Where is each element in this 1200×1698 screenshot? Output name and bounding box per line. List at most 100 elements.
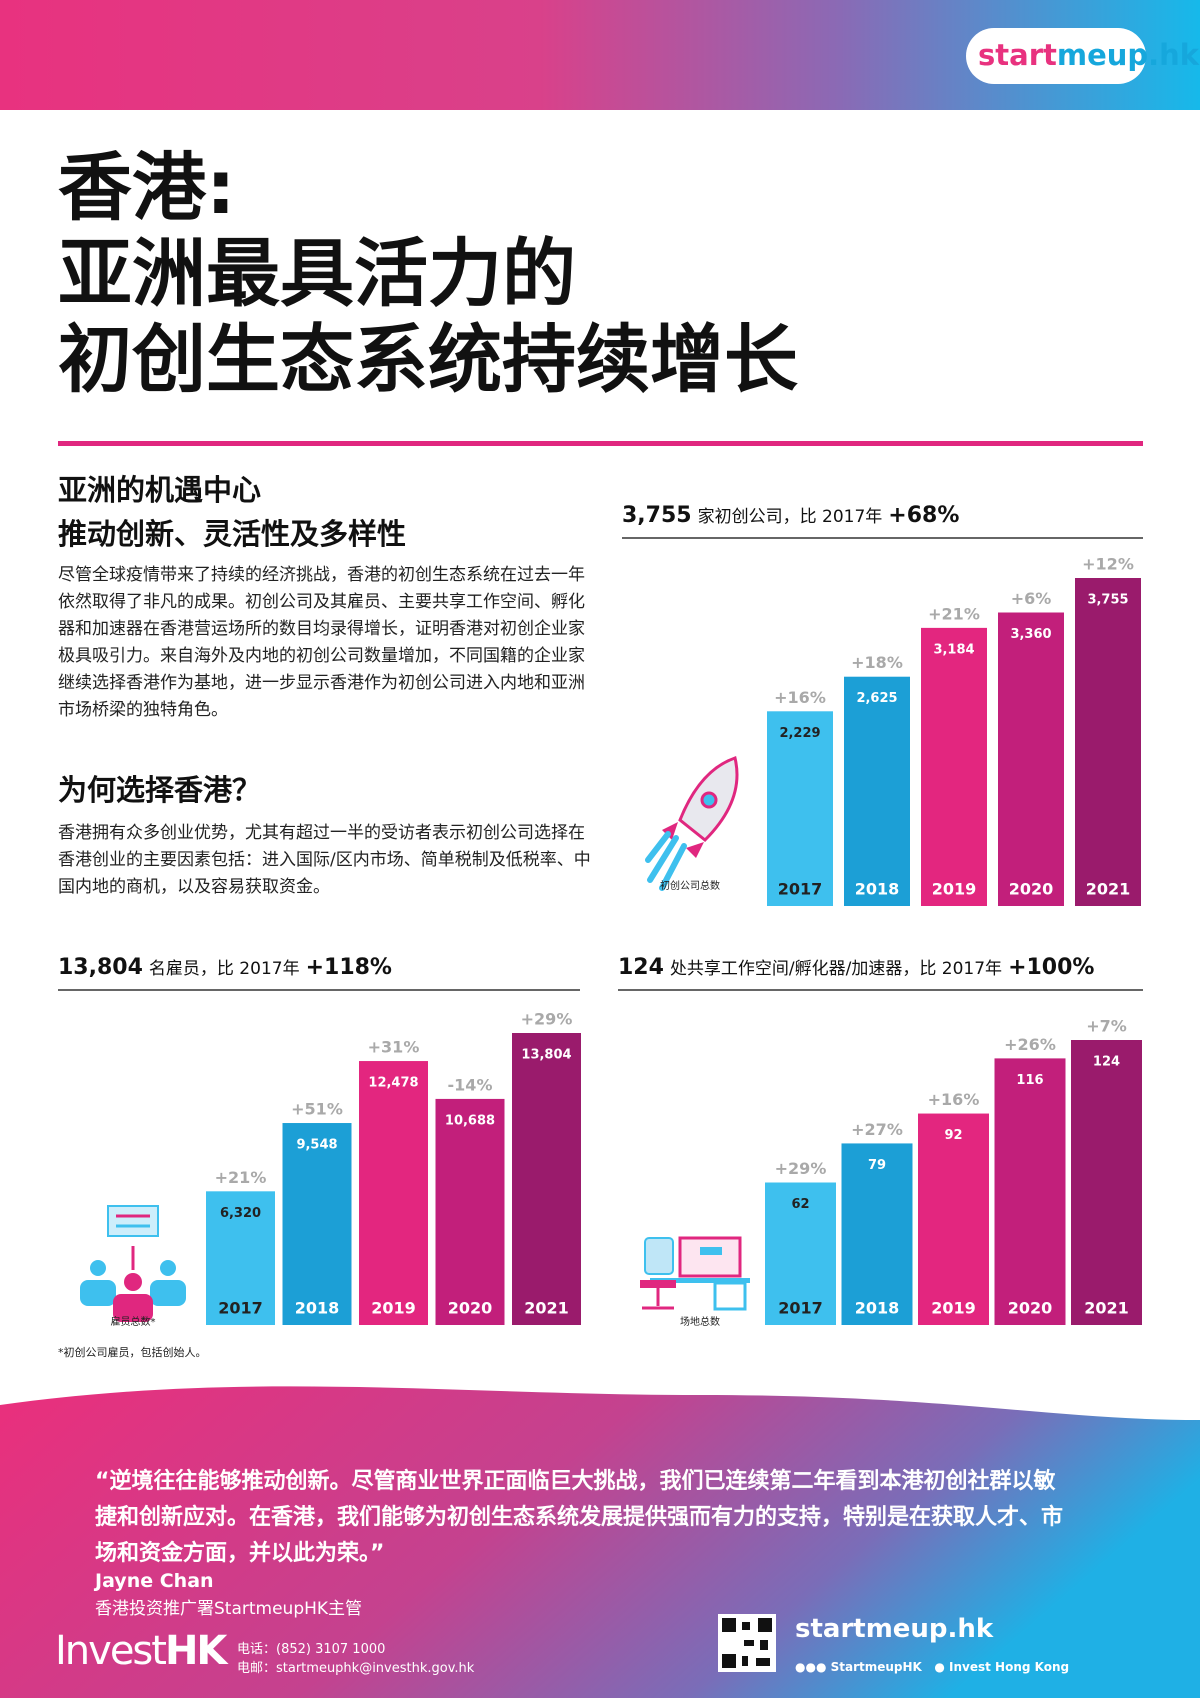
bar-value-label: 62 [791, 1197, 809, 1212]
bar [512, 1033, 581, 1325]
bar [918, 1113, 989, 1325]
bar [767, 711, 833, 906]
growth-label: +16% [774, 688, 826, 707]
headline-growth: +118% [305, 955, 392, 980]
social-text: Invest Hong Kong [949, 1660, 1070, 1674]
rocket-icon [645, 756, 739, 891]
bar-value-label: 3,360 [1010, 627, 1051, 642]
brand-text: HK [164, 1628, 228, 1674]
headline: 3,755 家初创公司，比 2017年 +68% [622, 502, 959, 528]
bar [994, 1058, 1066, 1325]
title-line: 初创生态系统持续增长 [58, 317, 798, 403]
heading-line: 推动创新、灵活性及多样性 [58, 517, 407, 551]
speaker-name: Jayne Chan [95, 1570, 214, 1592]
bar-value-label: 79 [868, 1158, 886, 1173]
growth-label: +7% [1086, 1017, 1127, 1036]
paragraph: 香港拥有众多创业优势，尤其有超过一半的受访者表示初创公司选择在香港创业的主要因素… [58, 823, 591, 897]
growth-label: +27% [851, 1120, 903, 1139]
bar-value-label: 2,625 [856, 691, 897, 706]
bar [1075, 578, 1141, 906]
title: 香港: 亚洲最具活力的 初创生态系统持续增长 [58, 145, 798, 403]
x-tick-label: 2021 [1086, 880, 1131, 899]
footnote: *初创公司雇员，包括创始人。 [58, 1346, 207, 1359]
bar-value-label: 13,804 [521, 1048, 571, 1063]
logo-text: meup.hk [1056, 38, 1200, 72]
bar-value-label: 9,548 [296, 1138, 337, 1153]
section-heading: 亚洲的机遇中心 推动创新、灵活性及多样性 [58, 468, 406, 556]
growth-label: +16% [928, 1090, 980, 1109]
growth-label: +51% [291, 1100, 343, 1119]
x-tick-label: 2018 [855, 1299, 900, 1318]
headline-text: 家初创公司，比 2017年 [697, 507, 883, 527]
quote: “逆境往往能够推动创新。尽管商业世界正面临巨大挑战，我们已连续第二年看到本港初创… [95, 1469, 1064, 1566]
bar [844, 676, 910, 906]
chart-label: 场地总数 [680, 1315, 720, 1328]
growth-label: +29% [775, 1159, 827, 1178]
headline: 13,804 名雇员，比 2017年 +118% [58, 954, 392, 980]
growth-label: +31% [368, 1038, 420, 1057]
desk-icon [640, 1236, 750, 1311]
people-icon [80, 1205, 186, 1322]
bar-value-label: 10,688 [445, 1113, 495, 1128]
x-tick-label: 2020 [448, 1299, 493, 1318]
growth-label: -14% [448, 1075, 493, 1094]
title-line: 香港: [58, 145, 236, 231]
x-tick-label: 2021 [1084, 1299, 1129, 1318]
growth-label: +6% [1011, 589, 1052, 608]
bar-value-label: 116 [1016, 1073, 1043, 1088]
headline-growth: +68% [888, 503, 960, 528]
bar [921, 627, 987, 906]
email: 电邮：startmeuphk@investhk.gov.hk [237, 1661, 475, 1676]
title-line: 亚洲最具活力的 [58, 231, 576, 317]
x-tick-label: 2019 [371, 1299, 416, 1318]
social: ●●● StartmeupHK ● Invest Hong Kong [795, 1660, 1070, 1674]
x-tick-label: 2019 [931, 1299, 976, 1318]
bar [282, 1123, 352, 1325]
bar [435, 1098, 505, 1325]
social-text: StartmeupHK [830, 1660, 922, 1674]
bar-value-label: 12,478 [368, 1076, 418, 1091]
x-tick-label: 2021 [524, 1299, 569, 1318]
headline-number: 124 [618, 955, 664, 980]
paragraph: 尽管全球疫情带来了持续的经济挑战，香港的初创生态系统在过去一年依然取得了非凡的成… [58, 565, 585, 720]
brand-text: Invest [55, 1628, 167, 1674]
x-tick-label: 2020 [1008, 1299, 1053, 1318]
growth-label: +21% [215, 1168, 267, 1187]
brand: InvestHK [55, 1628, 228, 1674]
bar [359, 1061, 428, 1325]
x-tick-label: 2017 [778, 880, 823, 899]
bar-value-label: 2,229 [779, 726, 820, 741]
chart-label: 初创公司总数 [660, 879, 720, 892]
speaker-role: 香港投资推广署StartmeupHK主管 [95, 1599, 363, 1619]
section-heading: 为何选择香港？ [58, 768, 261, 812]
headline: 124 处共享工作空间/孵化器/加速器，比 2017年 +100% [618, 954, 1094, 980]
growth-label: +21% [928, 604, 980, 623]
heading-line: 为何选择香港？ [58, 773, 262, 807]
x-tick-label: 2020 [1009, 880, 1054, 899]
logo-pill [966, 28, 1146, 84]
chart-label: 雇员总数* [111, 1315, 156, 1328]
x-tick-label: 2019 [932, 880, 977, 899]
site: startmeup.hk [795, 1614, 994, 1644]
growth-label: +26% [1004, 1035, 1056, 1054]
growth-label: +29% [521, 1010, 573, 1029]
x-tick-label: 2017 [218, 1299, 263, 1318]
x-tick-label: 2018 [295, 1299, 340, 1318]
phone: 电话：(852) 3107 1000 [237, 1642, 386, 1657]
qr-code [718, 1614, 776, 1672]
growth-label: +18% [851, 653, 903, 672]
logo-text: start [978, 38, 1057, 72]
bar [1071, 1040, 1142, 1325]
growth-label: +12% [1082, 555, 1134, 574]
bar-value-label: 92 [944, 1128, 962, 1143]
bar-value-label: 3,184 [933, 642, 974, 657]
bar [765, 1182, 836, 1325]
headline-number: 3,755 [622, 503, 692, 528]
x-tick-label: 2017 [778, 1299, 823, 1318]
bar-value-label: 124 [1093, 1055, 1120, 1070]
bar [206, 1191, 275, 1325]
headline-growth: +100% [1008, 955, 1095, 980]
headline-text: 名雇员，比 2017年 [148, 959, 300, 979]
